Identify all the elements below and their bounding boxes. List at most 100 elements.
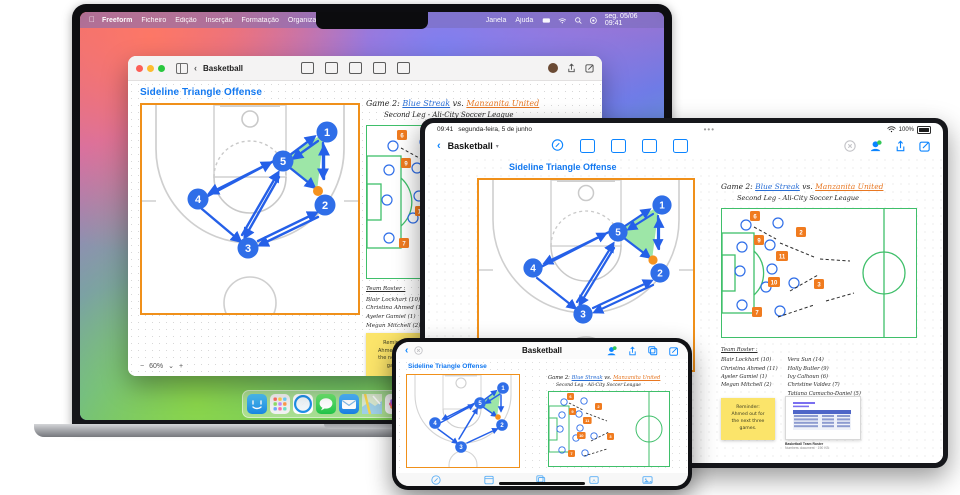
apple-logo-icon[interactable]:  <box>89 16 95 24</box>
iphone-board-title[interactable]: Sideline Triangle Offense <box>408 363 487 370</box>
control-center-icon[interactable] <box>542 16 551 25</box>
menu-item-edicao[interactable]: Edição <box>169 16 196 24</box>
back-chevron-icon[interactable]: ‹ <box>194 63 197 73</box>
messages-icon[interactable] <box>316 394 336 414</box>
close-circle-icon[interactable] <box>414 346 424 355</box>
safari-icon[interactable] <box>293 394 313 414</box>
mail-icon[interactable] <box>339 394 359 414</box>
text-box-icon[interactable] <box>641 139 657 153</box>
ipad-team-roster[interactable]: Team Roster : Blair Lockhart (10) Christ… <box>721 346 861 398</box>
search-icon[interactable] <box>574 16 583 25</box>
roster-item: Ayeler Gamiel (1) <box>721 373 767 380</box>
svg-text:6: 6 <box>569 394 572 399</box>
document-thumbnail[interactable] <box>785 396 861 440</box>
compose-icon[interactable] <box>919 140 931 152</box>
zoom-out-button[interactable]: − <box>140 362 145 370</box>
pen-icon[interactable] <box>431 474 441 485</box>
zoom-in-button[interactable]: + <box>178 362 184 370</box>
avatar[interactable] <box>548 63 558 73</box>
shapes-icon[interactable] <box>325 62 339 74</box>
roster-item: Tatiana Camacho-Daniel (5) <box>787 390 861 397</box>
menu-item-organizacao[interactable]: Organização <box>281 16 328 24</box>
ipad-sticky-note[interactable]: Reminder: Ahmed out for the next three g… <box>721 398 775 440</box>
iphone-canvas[interactable]: Sideline Triangle Offense <box>396 359 688 473</box>
iphone-basketball-court[interactable]: 1 2 3 4 5 <box>406 374 520 468</box>
svg-text:4: 4 <box>530 264 536 275</box>
window-toolbar: ‹ Basketball <box>128 56 602 81</box>
share-icon[interactable] <box>895 140 906 152</box>
svg-text:2: 2 <box>597 404 600 409</box>
ipad-soccer-field[interactable]: 6 2 9 11 10 3 7 <box>721 208 917 338</box>
collaborate-icon[interactable] <box>869 140 882 152</box>
shapes-icon[interactable] <box>610 139 626 153</box>
ipad-game-note-line2[interactable]: Second Leg - Ali-City Soccer League <box>737 194 860 202</box>
text-box-icon[interactable]: A <box>589 475 599 485</box>
sticky-note-icon[interactable] <box>579 139 595 153</box>
zoom-control[interactable]: − 60% ⌄ + <box>136 361 188 371</box>
menu-item-formatacao[interactable]: Formatação <box>235 16 279 24</box>
board-title[interactable]: Sideline Triangle Offense <box>140 87 262 98</box>
svg-text:3: 3 <box>245 243 251 255</box>
game-label: Game 2: <box>366 99 400 108</box>
ipad-tool-buttons[interactable] <box>551 139 688 153</box>
undo-icon[interactable] <box>844 140 856 152</box>
siri-icon[interactable] <box>589 16 598 25</box>
window-traffic-lights[interactable] <box>136 64 165 72</box>
minimize-button[interactable] <box>147 64 154 72</box>
toolbar-tools[interactable] <box>301 62 411 74</box>
chevron-down-icon[interactable]: ▾ <box>495 143 499 150</box>
ipad-board-title[interactable]: Sideline Triangle Offense <box>509 162 617 172</box>
iphone-soccer-field[interactable]: 6 2 9 11 10 3 7 <box>548 391 670 467</box>
ipad-game-note-line1[interactable]: Game 2: Blue Streak vs. Manzanita United <box>721 182 883 191</box>
menu-item-insercao[interactable]: Inserção <box>199 16 233 24</box>
iphone-game-note-line2[interactable]: Second Leg - Ali-City Soccer League <box>556 383 641 388</box>
media-icon[interactable] <box>373 62 387 74</box>
home-indicator[interactable] <box>499 482 585 485</box>
ipad-toolbar: ‹ Basketball ▾ <box>425 136 943 156</box>
launchpad-icon[interactable] <box>270 394 290 414</box>
file-icon[interactable] <box>397 62 411 74</box>
ipad-attachment[interactable]: Basketball Team Roster Numbers document … <box>785 396 861 450</box>
team-roster[interactable]: Team Roster : Blair Lockhart (10) Christ… <box>366 285 427 330</box>
menu-item-ajuda[interactable]: Ajuda <box>512 16 533 24</box>
ipad-title[interactable]: Basketball <box>447 141 493 151</box>
share-icon[interactable] <box>628 346 637 356</box>
finder-icon[interactable] <box>247 394 267 414</box>
iphone-tab-bar[interactable]: A <box>396 473 688 486</box>
media-icon[interactable] <box>672 139 688 153</box>
menu-item-freeform[interactable]: Freeform <box>96 16 132 24</box>
text-box-icon[interactable] <box>349 62 363 74</box>
ipad-right-buttons[interactable] <box>844 140 931 152</box>
game-note-line1[interactable]: Game 2: Blue Streak vs. Manzanita United <box>366 99 539 108</box>
chevron-left-icon[interactable]: ‹ <box>405 345 409 356</box>
sticky-line-4: games. <box>739 425 757 431</box>
compose-icon[interactable] <box>585 63 594 73</box>
menu-item-ficheiro[interactable]: Ficheiro <box>135 16 166 24</box>
basketball-court-diagram[interactable]: 1 2 3 4 5 <box>140 103 360 315</box>
wifi-icon[interactable] <box>558 16 567 25</box>
iphone-title[interactable]: Basketball <box>521 346 563 355</box>
shapes-icon[interactable] <box>648 345 658 356</box>
sticky-note-icon[interactable] <box>484 475 494 485</box>
game-note-line2[interactable]: Second Leg - Ali-City Soccer League <box>384 111 514 119</box>
menubar-clock[interactable]: seg. 05/06 09:41 <box>602 13 638 27</box>
media-icon[interactable] <box>642 475 653 485</box>
chevron-left-icon[interactable]: ‹ <box>437 140 441 152</box>
menu-item-janela[interactable]: Janela <box>482 16 507 24</box>
sidebar-toggle-icon[interactable] <box>176 62 188 74</box>
maximize-button[interactable] <box>158 64 165 72</box>
sticky-note-icon[interactable] <box>301 62 315 74</box>
iphone-right-buttons[interactable] <box>606 345 679 356</box>
maps-icon[interactable] <box>362 394 382 414</box>
zoom-caret-icon[interactable]: ⌄ <box>168 363 174 370</box>
compose-icon[interactable] <box>669 346 679 356</box>
iphone-game-note-line1[interactable]: Game 2: Blue Streak vs. Manzanita United <box>548 375 660 381</box>
collaborate-icon[interactable] <box>606 345 617 356</box>
pen-icon[interactable] <box>551 139 564 151</box>
close-button[interactable] <box>136 64 143 72</box>
zoom-value[interactable]: 60% <box>149 362 164 370</box>
court-svg: 1 2 3 4 5 <box>142 105 358 313</box>
ipad-multitask-dots[interactable]: ••• <box>703 125 716 134</box>
share-icon[interactable] <box>567 63 576 73</box>
svg-text:3: 3 <box>459 445 463 451</box>
